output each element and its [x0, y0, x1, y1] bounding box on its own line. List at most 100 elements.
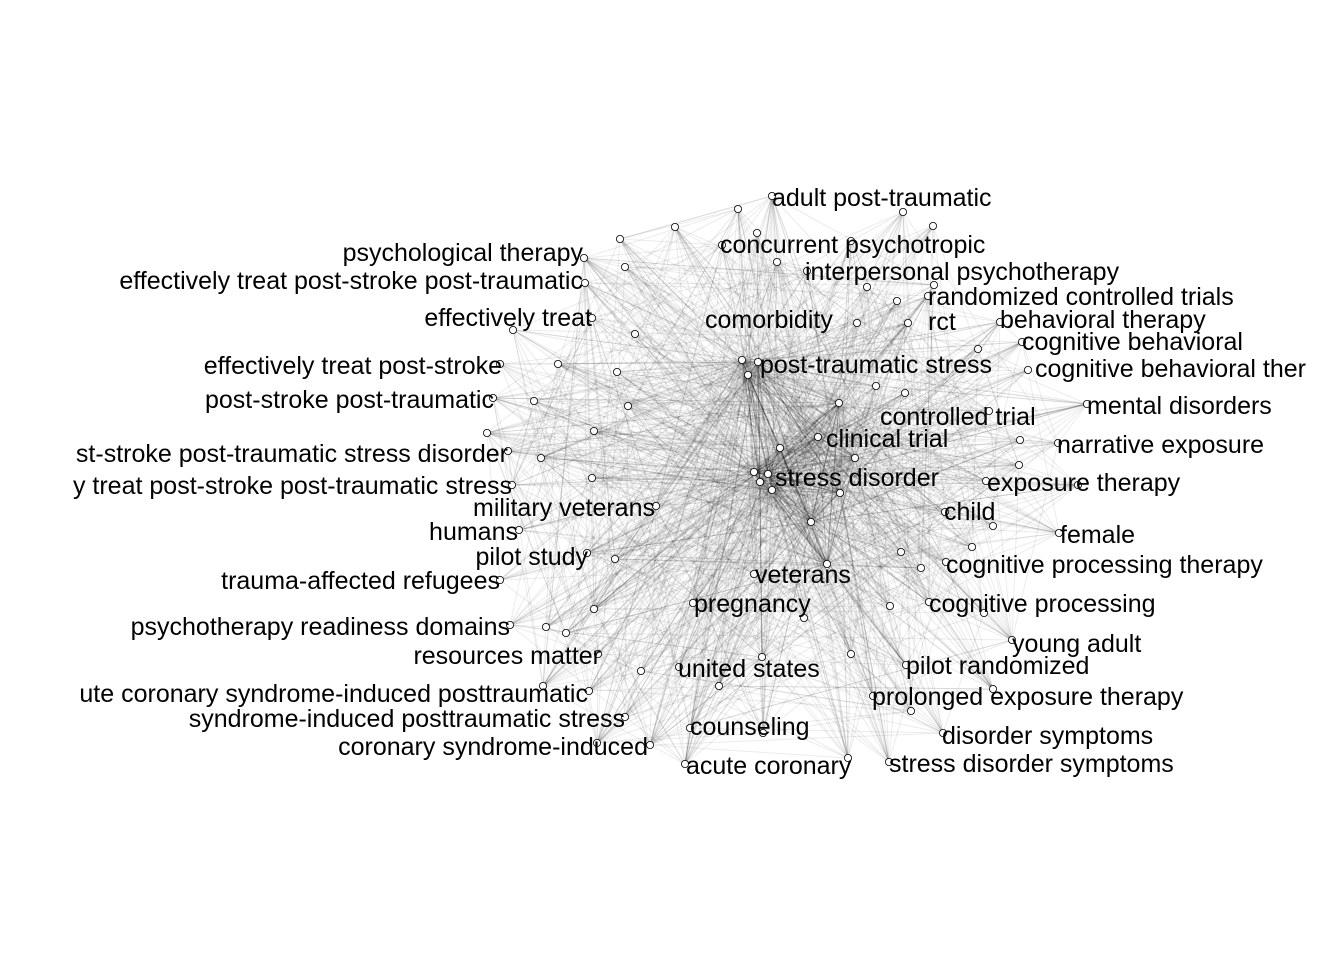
network-edge: [624, 266, 907, 666]
network-edge: [509, 402, 840, 626]
network-edge: [584, 282, 781, 449]
network-edge: [593, 492, 841, 610]
network-edge: [810, 439, 1021, 523]
label-cognitive-processing-therapy: cognitive processing therapy: [946, 551, 1263, 579]
network-node: [1055, 529, 1064, 538]
network-edge: [542, 257, 585, 687]
network-edge: [826, 385, 877, 565]
network-node: [637, 667, 646, 676]
network-edge: [753, 471, 890, 763]
network-edge: [771, 489, 828, 565]
label-military-veterans: military veterans: [473, 494, 655, 522]
network-edge: [649, 492, 841, 746]
network-node: [1083, 399, 1092, 408]
network-edge: [624, 266, 828, 565]
network-edge: [542, 653, 599, 687]
network-edge: [753, 295, 929, 473]
network-edge: [499, 363, 763, 658]
network-edge: [757, 361, 930, 603]
network-edge: [545, 481, 761, 628]
network-edge: [545, 626, 849, 759]
network-edge: [596, 447, 781, 744]
network-edge: [721, 244, 819, 438]
network-node: [593, 739, 602, 748]
network-edge: [747, 374, 763, 658]
network-edge: [767, 473, 812, 523]
network-edge: [718, 270, 808, 687]
network-edge: [593, 402, 840, 610]
network-edge: [759, 481, 985, 614]
network-edge: [741, 359, 902, 553]
network-edge: [756, 232, 973, 548]
network-edge: [557, 363, 856, 459]
network-node: [738, 355, 747, 364]
network-edge: [591, 317, 691, 729]
network-edge: [593, 361, 759, 610]
network-edge: [486, 432, 657, 507]
network-edge: [741, 232, 758, 361]
network-node: [939, 729, 948, 738]
label-clinical-trial: clinical trial: [826, 425, 948, 453]
network-edge: [850, 300, 898, 655]
network-edge: [741, 359, 852, 655]
network-edge: [810, 521, 849, 759]
network-edge: [540, 284, 935, 459]
network-edge: [540, 457, 755, 473]
network-edge: [588, 410, 990, 692]
network-edge: [596, 612, 985, 744]
network-edge: [771, 195, 930, 603]
network-edge: [767, 211, 904, 475]
network-edge: [624, 266, 749, 376]
network-edge: [838, 295, 929, 404]
network-edge: [684, 492, 841, 765]
network-edge: [771, 489, 907, 666]
network-edge: [545, 626, 764, 734]
network-edge: [767, 195, 773, 475]
network-edge: [718, 656, 763, 687]
network-edge: [649, 521, 812, 746]
network-edge: [507, 450, 773, 491]
network-edge: [771, 489, 902, 553]
network-edge: [767, 473, 944, 734]
network-edge: [757, 361, 985, 614]
network-edge: [826, 511, 946, 565]
network-edge: [757, 361, 1060, 534]
network-edge: [771, 195, 778, 263]
network-edge: [593, 447, 781, 610]
network-edge: [584, 282, 599, 655]
network-edge: [509, 521, 812, 626]
network-edge: [757, 361, 812, 523]
network-edge: [616, 371, 781, 449]
network-node: [488, 393, 497, 402]
network-edge: [759, 321, 1001, 483]
network-edge: [533, 400, 828, 565]
network-edge: [817, 402, 840, 438]
network-edge: [753, 321, 1001, 575]
network-edge: [771, 402, 840, 491]
network-edge: [542, 270, 808, 687]
network-edge: [817, 436, 828, 565]
network-edge: [689, 727, 944, 734]
network-edge: [624, 359, 743, 718]
network-edge: [542, 442, 1059, 687]
network-edge: [759, 481, 973, 548]
network-edge: [771, 321, 1001, 491]
network-edge: [583, 257, 947, 563]
network-edge: [810, 457, 856, 523]
network-edge: [767, 473, 812, 523]
network-edge: [854, 439, 1021, 459]
network-edge: [565, 457, 856, 634]
network-edge: [900, 551, 994, 690]
network-edge: [499, 361, 759, 365]
network-edge: [542, 261, 778, 687]
network-edge: [839, 492, 1060, 534]
network-edge: [518, 529, 828, 565]
network-edge: [896, 300, 912, 712]
network-edge: [511, 317, 593, 486]
network-edge: [762, 473, 769, 734]
network-edge: [803, 410, 990, 619]
network-edge: [616, 371, 764, 734]
network-edge: [767, 473, 912, 712]
network-edge: [759, 341, 1023, 483]
network-edge: [761, 473, 769, 658]
